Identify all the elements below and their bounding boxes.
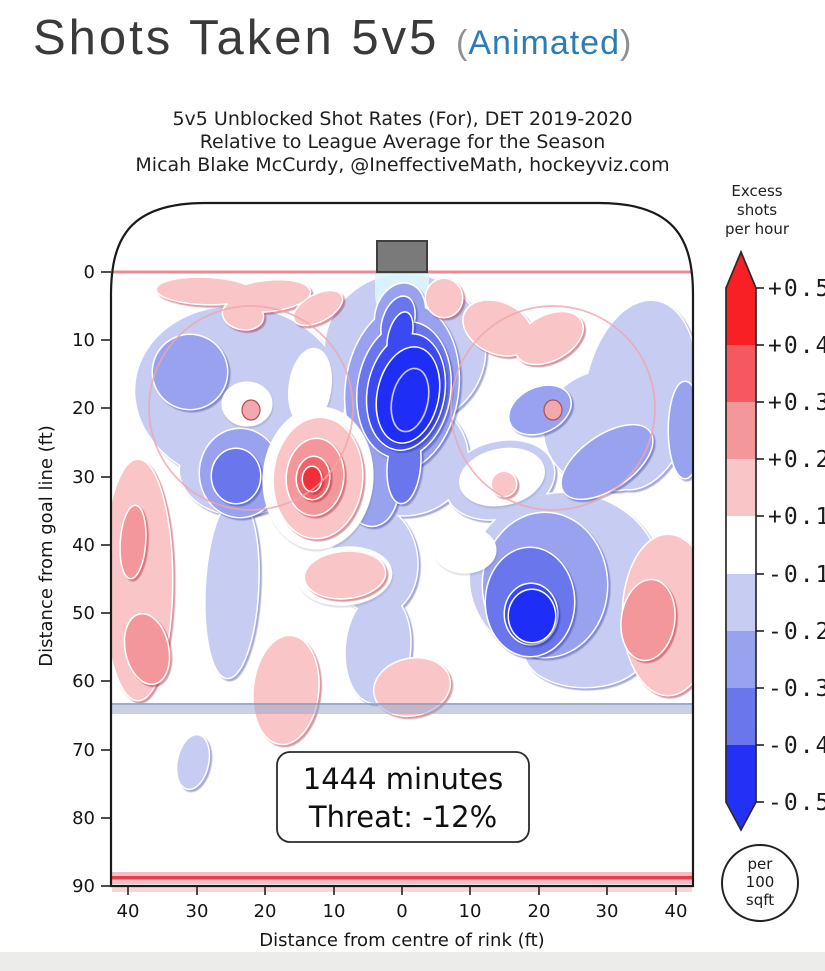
svg-text:sqft: sqft	[746, 891, 774, 909]
x-tick-label: 20	[528, 901, 551, 922]
units-badge: per 100 sqft	[721, 844, 799, 922]
annotation-box: 1444 minutes Threat: -12%	[276, 751, 530, 843]
colorbar: +0.5 +0.4 +0.3 +0.2 +0.1 -0.1 -0.2 -0.3 …	[725, 249, 825, 832]
x-axis: 40 30 20 10 0 10 20 30 40 Distance from …	[117, 886, 688, 951]
faceoff-circle-right	[450, 305, 656, 511]
center-red-line	[112, 876, 692, 880]
figure-title: 5v5 Unblocked Shot Rates (For), DET 2019…	[45, 108, 760, 177]
x-tick-label: 20	[254, 901, 277, 922]
x-tick-label: 40	[665, 901, 688, 922]
innermost-contour-ring	[390, 367, 430, 433]
colorbar-tick-label: -0.1	[768, 562, 825, 588]
colorbar-tick-marks	[756, 287, 764, 803]
y-axis-title: Distance from goal line (ft)	[36, 425, 57, 667]
y-tick-label: 40	[72, 535, 95, 556]
page-title: Shots Taken 5v5 (Animated)	[33, 10, 632, 66]
x-tick-label: 10	[323, 901, 346, 922]
x-tick-marks	[127, 886, 677, 895]
colorbar-tick-label: +0.2	[768, 447, 825, 473]
y-tick-label: 60	[72, 671, 95, 692]
blue-line-edge	[112, 703, 692, 705]
x-tick-label: 40	[117, 901, 140, 922]
figure-title-line1: 5v5 Unblocked Shot Rates (For), DET 2019…	[172, 108, 633, 130]
goal-net	[376, 240, 428, 273]
colorbar-tick-label: -0.4	[768, 733, 825, 759]
y-tick-label: 50	[72, 603, 95, 624]
colorbar-tick-label: +0.5	[768, 276, 825, 302]
x-tick-label: 0	[396, 901, 407, 922]
colorbar-tick-label: -0.3	[768, 676, 825, 702]
x-tick-label: 30	[596, 901, 619, 922]
contour-level-plus-0-4	[301, 465, 323, 493]
y-tick-label: 70	[72, 740, 95, 761]
colorbar-arrow-bottom	[726, 801, 756, 830]
y-tick-label: 0	[84, 262, 95, 283]
bottom-page-strip	[0, 952, 825, 971]
figure-title-line2: Relative to League Average for the Seaso…	[199, 131, 606, 153]
colorbar-title: Excess shots per hour	[724, 182, 790, 238]
colorbar-tick-label: -0.2	[768, 619, 825, 645]
y-tick-label: 30	[72, 467, 95, 488]
annotation-minutes: 1444 minutes	[303, 762, 503, 796]
colorbar-arrow-top	[726, 252, 756, 289]
y-tick-label: 80	[72, 808, 95, 829]
x-tick-label: 10	[459, 901, 482, 922]
y-tick-marks	[101, 271, 111, 887]
y-tick-label: 20	[72, 398, 95, 419]
faceoff-dot-right	[543, 399, 563, 421]
colorbar-tick-label: -0.5	[768, 790, 825, 816]
svg-text:100: 100	[746, 873, 775, 891]
colorbar-tick-label: +0.1	[768, 504, 825, 530]
faceoff-circle-left	[148, 305, 354, 511]
paren-open: (	[456, 24, 469, 62]
animated-link[interactable]: Animated	[468, 24, 620, 62]
page-title-text: Shots Taken 5v5	[33, 11, 440, 65]
figure-credit: Micah Blake McCurdy, @IneffectiveMath, h…	[135, 154, 670, 176]
y-tick-label: 90	[72, 876, 95, 897]
blue-line	[112, 703, 692, 714]
rink-boards-outline	[109, 201, 695, 888]
svg-text:per: per	[748, 855, 774, 873]
colorbar-tick-label: +0.3	[768, 390, 825, 416]
faceoff-dot-left	[241, 399, 261, 421]
annotation-threat: Threat: -12%	[308, 800, 497, 834]
paren-close: )	[620, 24, 633, 62]
x-tick-label: 30	[186, 901, 209, 922]
x-axis-title: Distance from centre of rink (ft)	[259, 930, 544, 951]
y-axis: 0 10 20 30 40 50 60 70 80 90 Distance fr…	[36, 262, 111, 897]
y-tick-label: 10	[72, 330, 95, 351]
colorbar-tick-label: +0.4	[768, 333, 825, 359]
